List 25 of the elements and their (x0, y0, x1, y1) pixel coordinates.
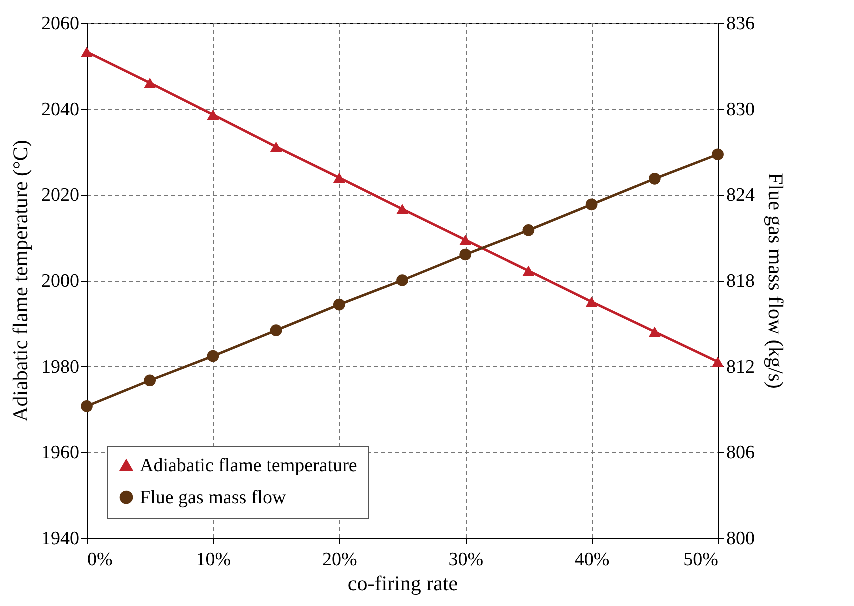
x-axis-title: co-firing rate (348, 572, 458, 596)
x-tick-label: 40% (574, 550, 610, 570)
y-tick-label: 1960 (42, 442, 80, 464)
x-tick-label: 0% (88, 550, 113, 570)
y-axis-title: Adiabatic flame temperature (°C) (8, 140, 32, 422)
y2-tick-label: 800 (726, 528, 755, 550)
y-tick-label: 2000 (42, 271, 80, 292)
y-tick-label: 2060 (42, 14, 80, 34)
x-tick-label: 50% (684, 550, 719, 570)
y-tick-label: 2040 (42, 99, 80, 120)
y2-tick-label: 824 (726, 185, 756, 206)
x-tick-label: 10% (196, 550, 232, 570)
y-tick-label: 1940 (42, 528, 80, 550)
legend-label: Adiabatic flame temperature (140, 456, 358, 476)
y2-tick-label: 806 (726, 442, 755, 464)
x-tick-label: 30% (448, 550, 484, 570)
y2-axis-title: Flue gas mass flow (kg/s) (764, 173, 788, 389)
x-tick-label: 20% (322, 550, 358, 570)
y2-tick-label: 818 (726, 271, 755, 292)
y2-tick-label: 830 (726, 99, 755, 120)
y2-tick-label: 836 (726, 14, 755, 34)
y2-tick-label: 812 (726, 356, 755, 378)
legend-label: Flue gas mass flow (140, 488, 286, 508)
y-tick-label: 2020 (42, 185, 80, 206)
y-tick-label: 1980 (42, 356, 80, 378)
